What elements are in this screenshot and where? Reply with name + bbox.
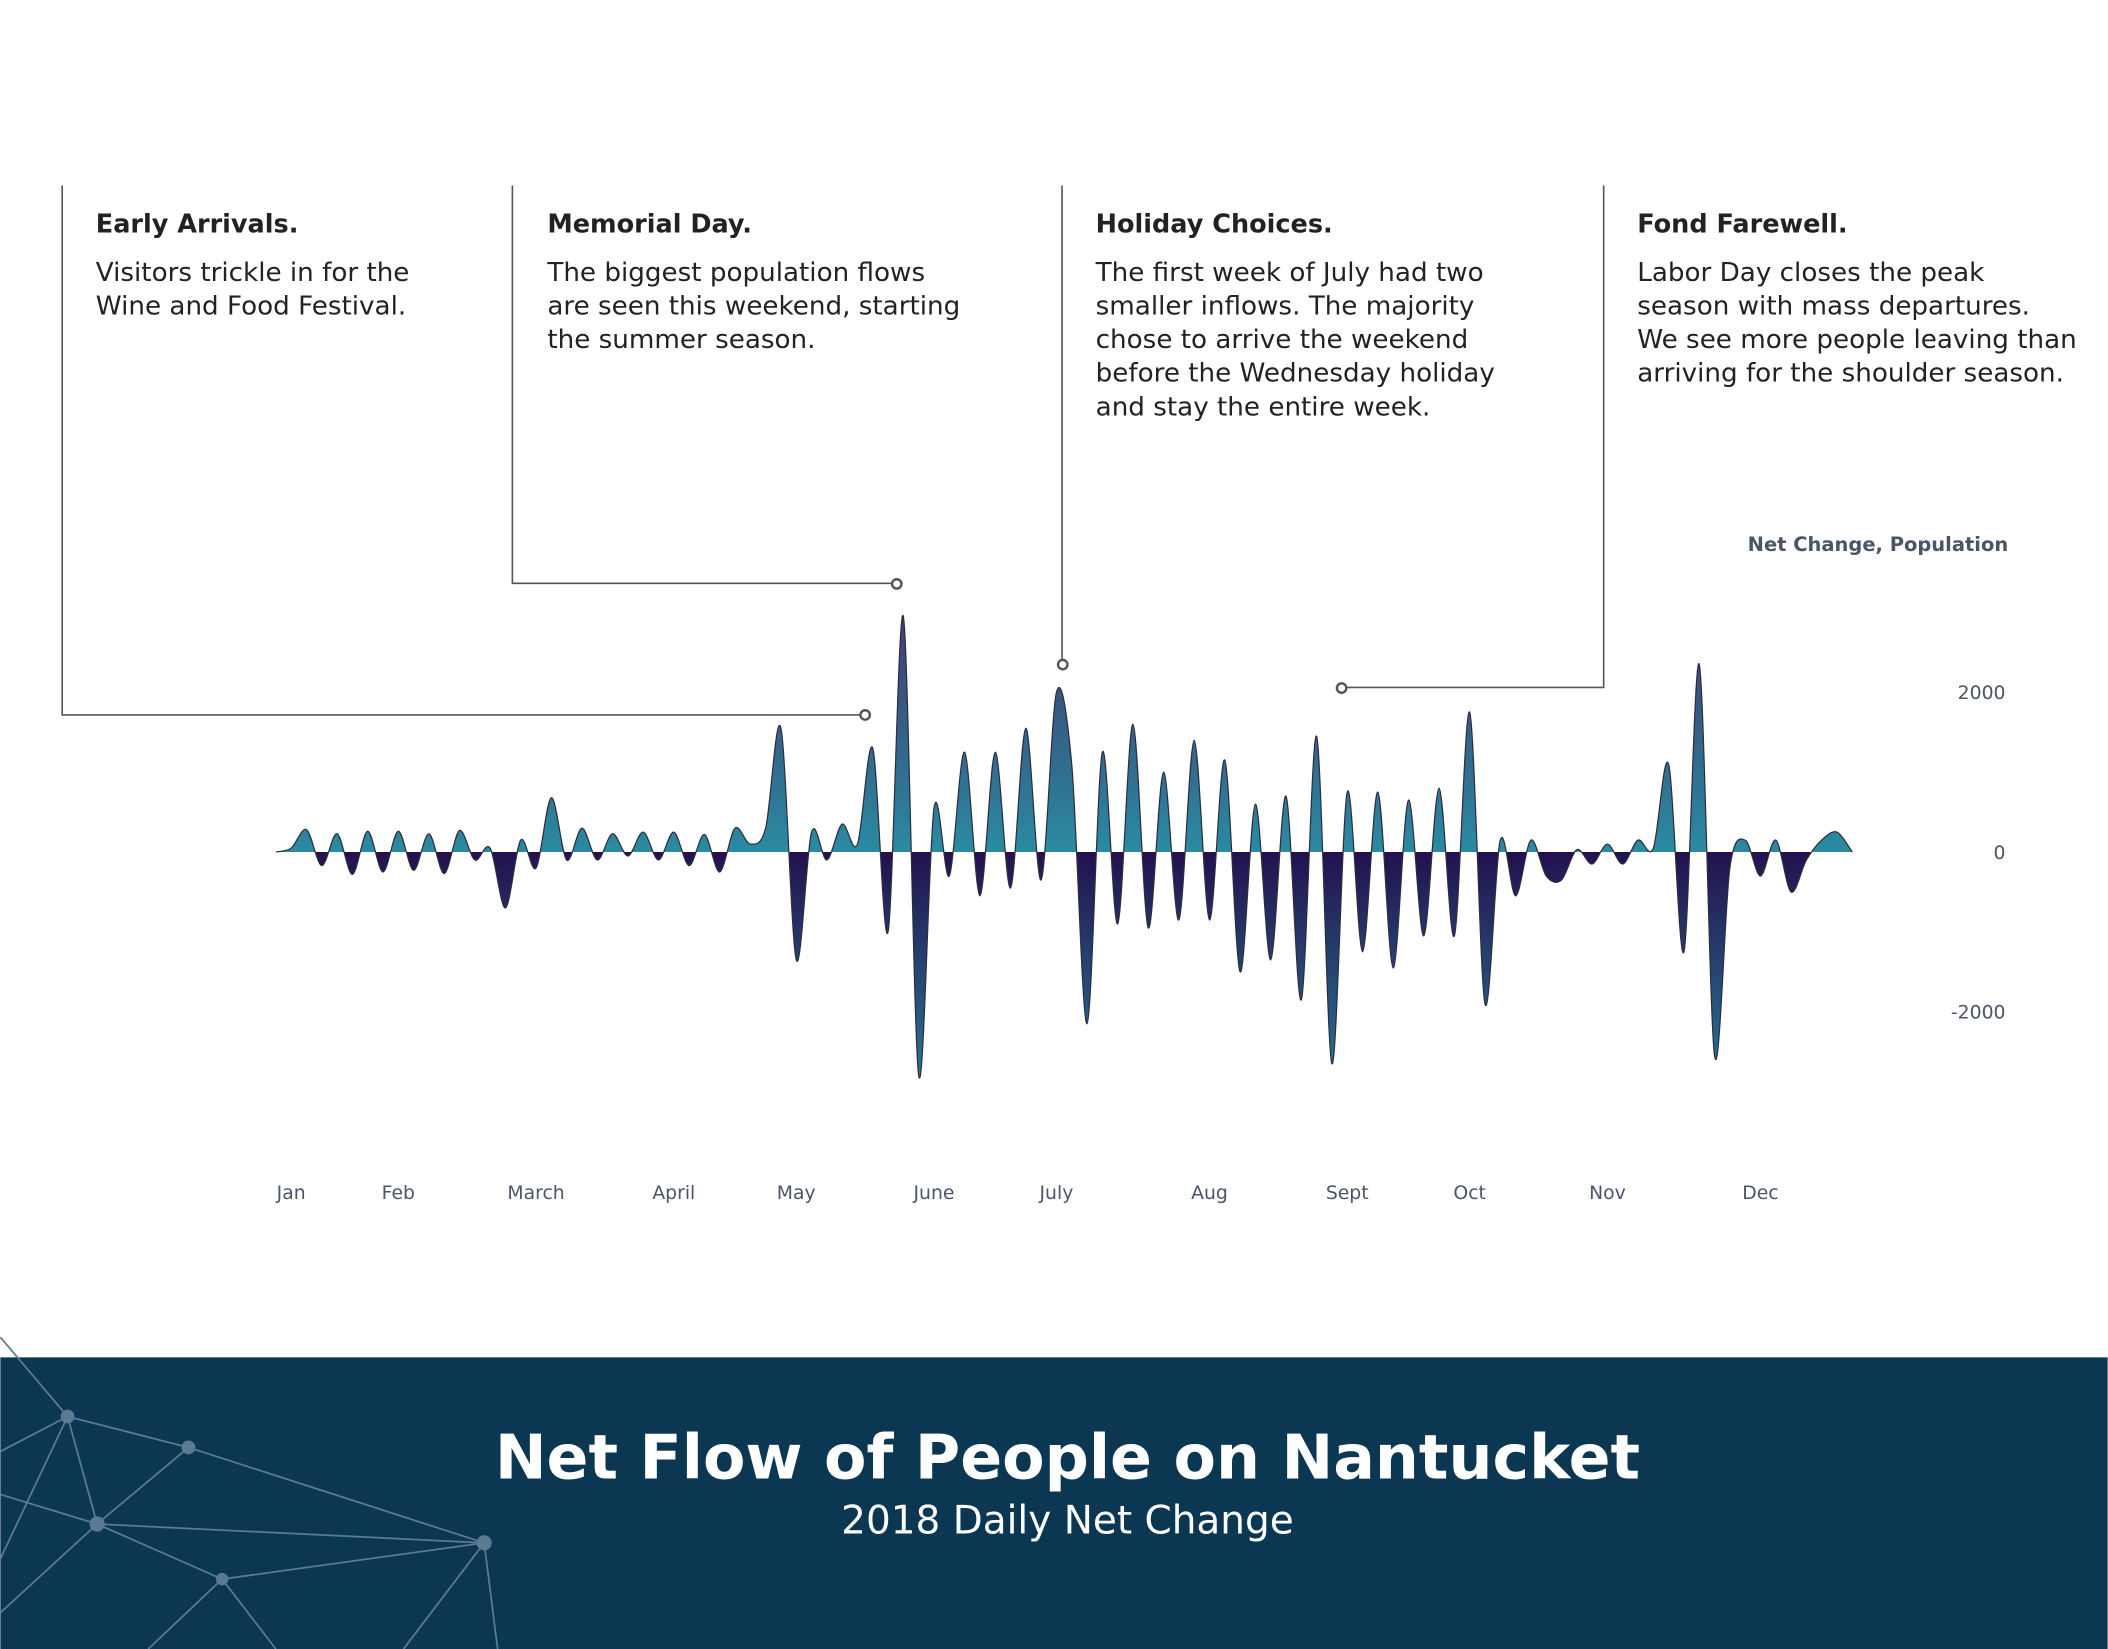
x-tick-label: Jan: [276, 1183, 306, 1204]
annotation-text: Visitors trickle in for the: [96, 258, 410, 288]
y-tick-label: -2000: [1951, 1003, 2006, 1024]
x-tick-label: April: [652, 1183, 695, 1204]
annotation-text: chose to arrive the weekend: [1096, 325, 1469, 355]
annotation-title: Early Arrivals.: [96, 209, 299, 239]
annotation-text: and stay the entire week.: [1096, 392, 1431, 422]
annotation-title: Fond Farewell.: [1637, 209, 1847, 239]
leader-dot: [890, 578, 903, 590]
footer-network: [0, 1336, 499, 1649]
x-tick-label: Nov: [1589, 1183, 1626, 1204]
annotation-text: smaller inflows. The majority: [1096, 291, 1475, 321]
leader-line: [511, 185, 893, 585]
x-tick-label: May: [777, 1183, 816, 1204]
x-tick-label: Sept: [1326, 1183, 1369, 1204]
x-tick-label: Oct: [1453, 1183, 1486, 1204]
annotation-text: are seen this weekend, starting: [547, 291, 960, 321]
y-tick-label: 2000: [1958, 683, 2006, 704]
annotation-title: Memorial Day.: [547, 209, 752, 239]
x-tick-label: Aug: [1191, 1183, 1228, 1204]
x-tick-label: March: [507, 1183, 564, 1204]
x-tick-label: July: [1039, 1183, 1074, 1204]
annotation-text: the summer season.: [547, 325, 815, 355]
leader-dot: [1335, 682, 1348, 695]
leader-dot: [859, 709, 872, 721]
y-axis-label: Net Change, Population: [1748, 533, 2009, 556]
annotation-leaders: [61, 185, 1605, 721]
annotation-text: arriving for the shoulder season.: [1637, 359, 2064, 389]
annotation-text: The first week of July had two: [1095, 258, 1484, 288]
x-tick-label: June: [913, 1183, 955, 1204]
leader-dot: [1056, 658, 1069, 671]
x-tick-label: Feb: [382, 1183, 415, 1204]
annotation-text: Labor Day closes the peak: [1637, 258, 1985, 288]
y-tick-label: 0: [1994, 843, 2006, 864]
annotation-text: Wine and Food Festival.: [96, 291, 406, 321]
chart-title: Net Flow of People on Nantucket: [495, 1421, 1640, 1493]
x-tick-label: Dec: [1742, 1183, 1778, 1204]
area-outline: [275, 614, 1853, 1079]
area: [275, 615, 1853, 1079]
annotation-text: season with mass departures.: [1637, 291, 2030, 321]
leader-line: [1345, 185, 1605, 689]
annotation-title: Holiday Choices.: [1096, 209, 1333, 239]
annotation-text: We see more people leaving than: [1637, 325, 2077, 355]
leader-line: [61, 185, 861, 716]
annotation-text: The biggest population flows: [546, 258, 925, 288]
annotation-text: before the Wednesday holiday: [1096, 359, 1495, 389]
footer-band: [0, 1357, 2108, 1649]
chart-subtitle: 2018 Daily Net Change: [841, 1498, 1294, 1543]
